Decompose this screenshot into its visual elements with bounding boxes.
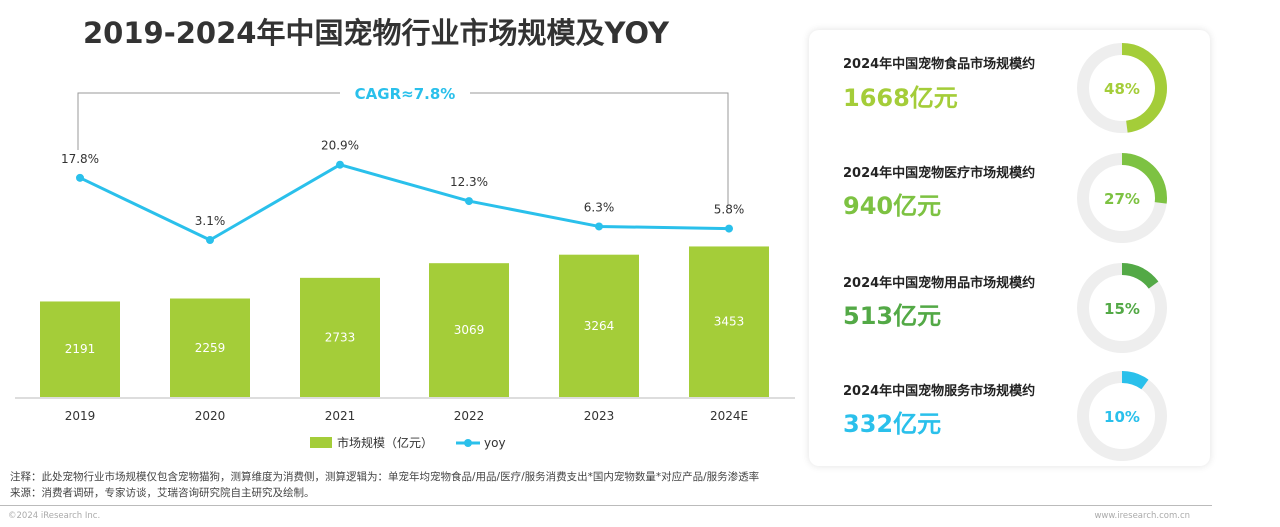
market-card: 2024年中国宠物医疗市场规模约 940亿元 27%	[809, 148, 1210, 258]
card-label: 2024年中国宠物医疗市场规模约	[843, 166, 1036, 181]
donut-chart: 10%	[1077, 371, 1167, 461]
market-card: 2024年中国宠物用品市场规模约 513亿元 15%	[809, 258, 1210, 368]
yoy-point	[595, 222, 603, 231]
yoy-point	[76, 173, 84, 182]
bar-value-label: 2191	[65, 342, 96, 356]
website: www.iresearch.com.cn	[1094, 511, 1190, 521]
cagr-bracket-left	[77, 92, 340, 150]
market-card: 2024年中国宠物食品市场规模约 1668亿元 48%	[809, 38, 1210, 148]
donut-percent-label: 27%	[1104, 190, 1140, 208]
x-tick-label: 2019	[65, 409, 96, 423]
bar	[300, 277, 380, 397]
donut-segment	[1121, 43, 1167, 133]
donut-percent-label: 15%	[1104, 300, 1140, 318]
copyright: ©2024 iResearch Inc.	[8, 511, 101, 521]
x-tick-label: 2022	[454, 409, 485, 423]
card-value: 513亿元	[843, 302, 942, 330]
yoy-value-label: 12.3%	[450, 175, 488, 189]
card-label: 2024年中国宠物服务市场规模约	[843, 384, 1036, 399]
yoy-line	[79, 163, 730, 242]
bar-value-label: 2259	[195, 341, 226, 355]
donut-chart: 15%	[1077, 263, 1167, 353]
cagr-bracket-right	[470, 92, 729, 205]
bar-value-label: 2733	[325, 330, 356, 344]
source-note: 来源：消费者调研，专家访谈，艾瑞咨询研究院自主研究及绘制。	[10, 487, 315, 499]
card-label: 2024年中国宠物用品市场规模约	[843, 276, 1036, 291]
bar	[40, 301, 120, 397]
donut-chart: 27%	[1077, 153, 1167, 243]
yoy-value-label: 5.8%	[714, 203, 745, 217]
bar	[429, 263, 509, 397]
card-value: 940亿元	[843, 192, 942, 220]
market-breakdown-panel: 2024年中国宠物食品市场规模约 1668亿元 48% 2024年中国宠物医疗市…	[809, 30, 1210, 466]
x-tick-label: 2024E	[710, 409, 748, 423]
legend-line-marker	[464, 439, 472, 447]
market-card: 2024年中国宠物服务市场规模约 332亿元 10%	[809, 366, 1210, 476]
bar	[170, 298, 250, 397]
bar	[689, 246, 769, 397]
legend-bar-label: 市场规模（亿元）	[337, 435, 433, 450]
yoy-value-label: 20.9%	[321, 139, 359, 153]
yoy-point	[206, 236, 214, 244]
yoy-value-label: 17.8%	[61, 152, 99, 166]
donut-percent-label: 10%	[1104, 408, 1140, 426]
yoy-point	[465, 197, 473, 206]
yoy-point	[336, 160, 344, 169]
donut-segment	[1121, 153, 1167, 204]
card-label: 2024年中国宠物食品市场规模约	[843, 57, 1036, 72]
x-tick-label: 2020	[195, 409, 226, 423]
footer-divider	[0, 505, 1212, 506]
legend-bar-swatch	[310, 437, 332, 448]
donut-segment	[1121, 371, 1149, 390]
legend-line-label: yoy	[484, 436, 506, 450]
bar-value-label: 3069	[454, 323, 485, 337]
bar-value-label: 3264	[584, 319, 615, 333]
bar	[559, 254, 639, 397]
footnote: 注释：此处宠物行业市场规模仅包含宠物猫狗，测算维度为消费侧，测算逻辑为：单宠年均…	[10, 471, 760, 483]
bar-value-label: 3453	[714, 315, 745, 329]
card-value: 1668亿元	[843, 84, 958, 112]
donut-segment	[1121, 263, 1159, 289]
donut-chart: 48%	[1077, 43, 1167, 133]
x-tick-label: 2021	[325, 409, 356, 423]
card-value: 332亿元	[843, 410, 942, 438]
x-tick-label: 2023	[584, 409, 615, 423]
yoy-value-label: 6.3%	[584, 200, 615, 214]
donut-percent-label: 48%	[1104, 80, 1140, 98]
yoy-point	[725, 224, 733, 233]
cagr-label: CAGR≈7.8%	[355, 85, 456, 103]
chart-title: 2019-2024年中国宠物行业市场规模及YOY	[83, 16, 670, 50]
yoy-value-label: 3.1%	[195, 214, 226, 228]
main-chart: CAGR≈7.8% 2191 2259 2733 3069 3264 3453 2019 202…	[15, 85, 795, 450]
